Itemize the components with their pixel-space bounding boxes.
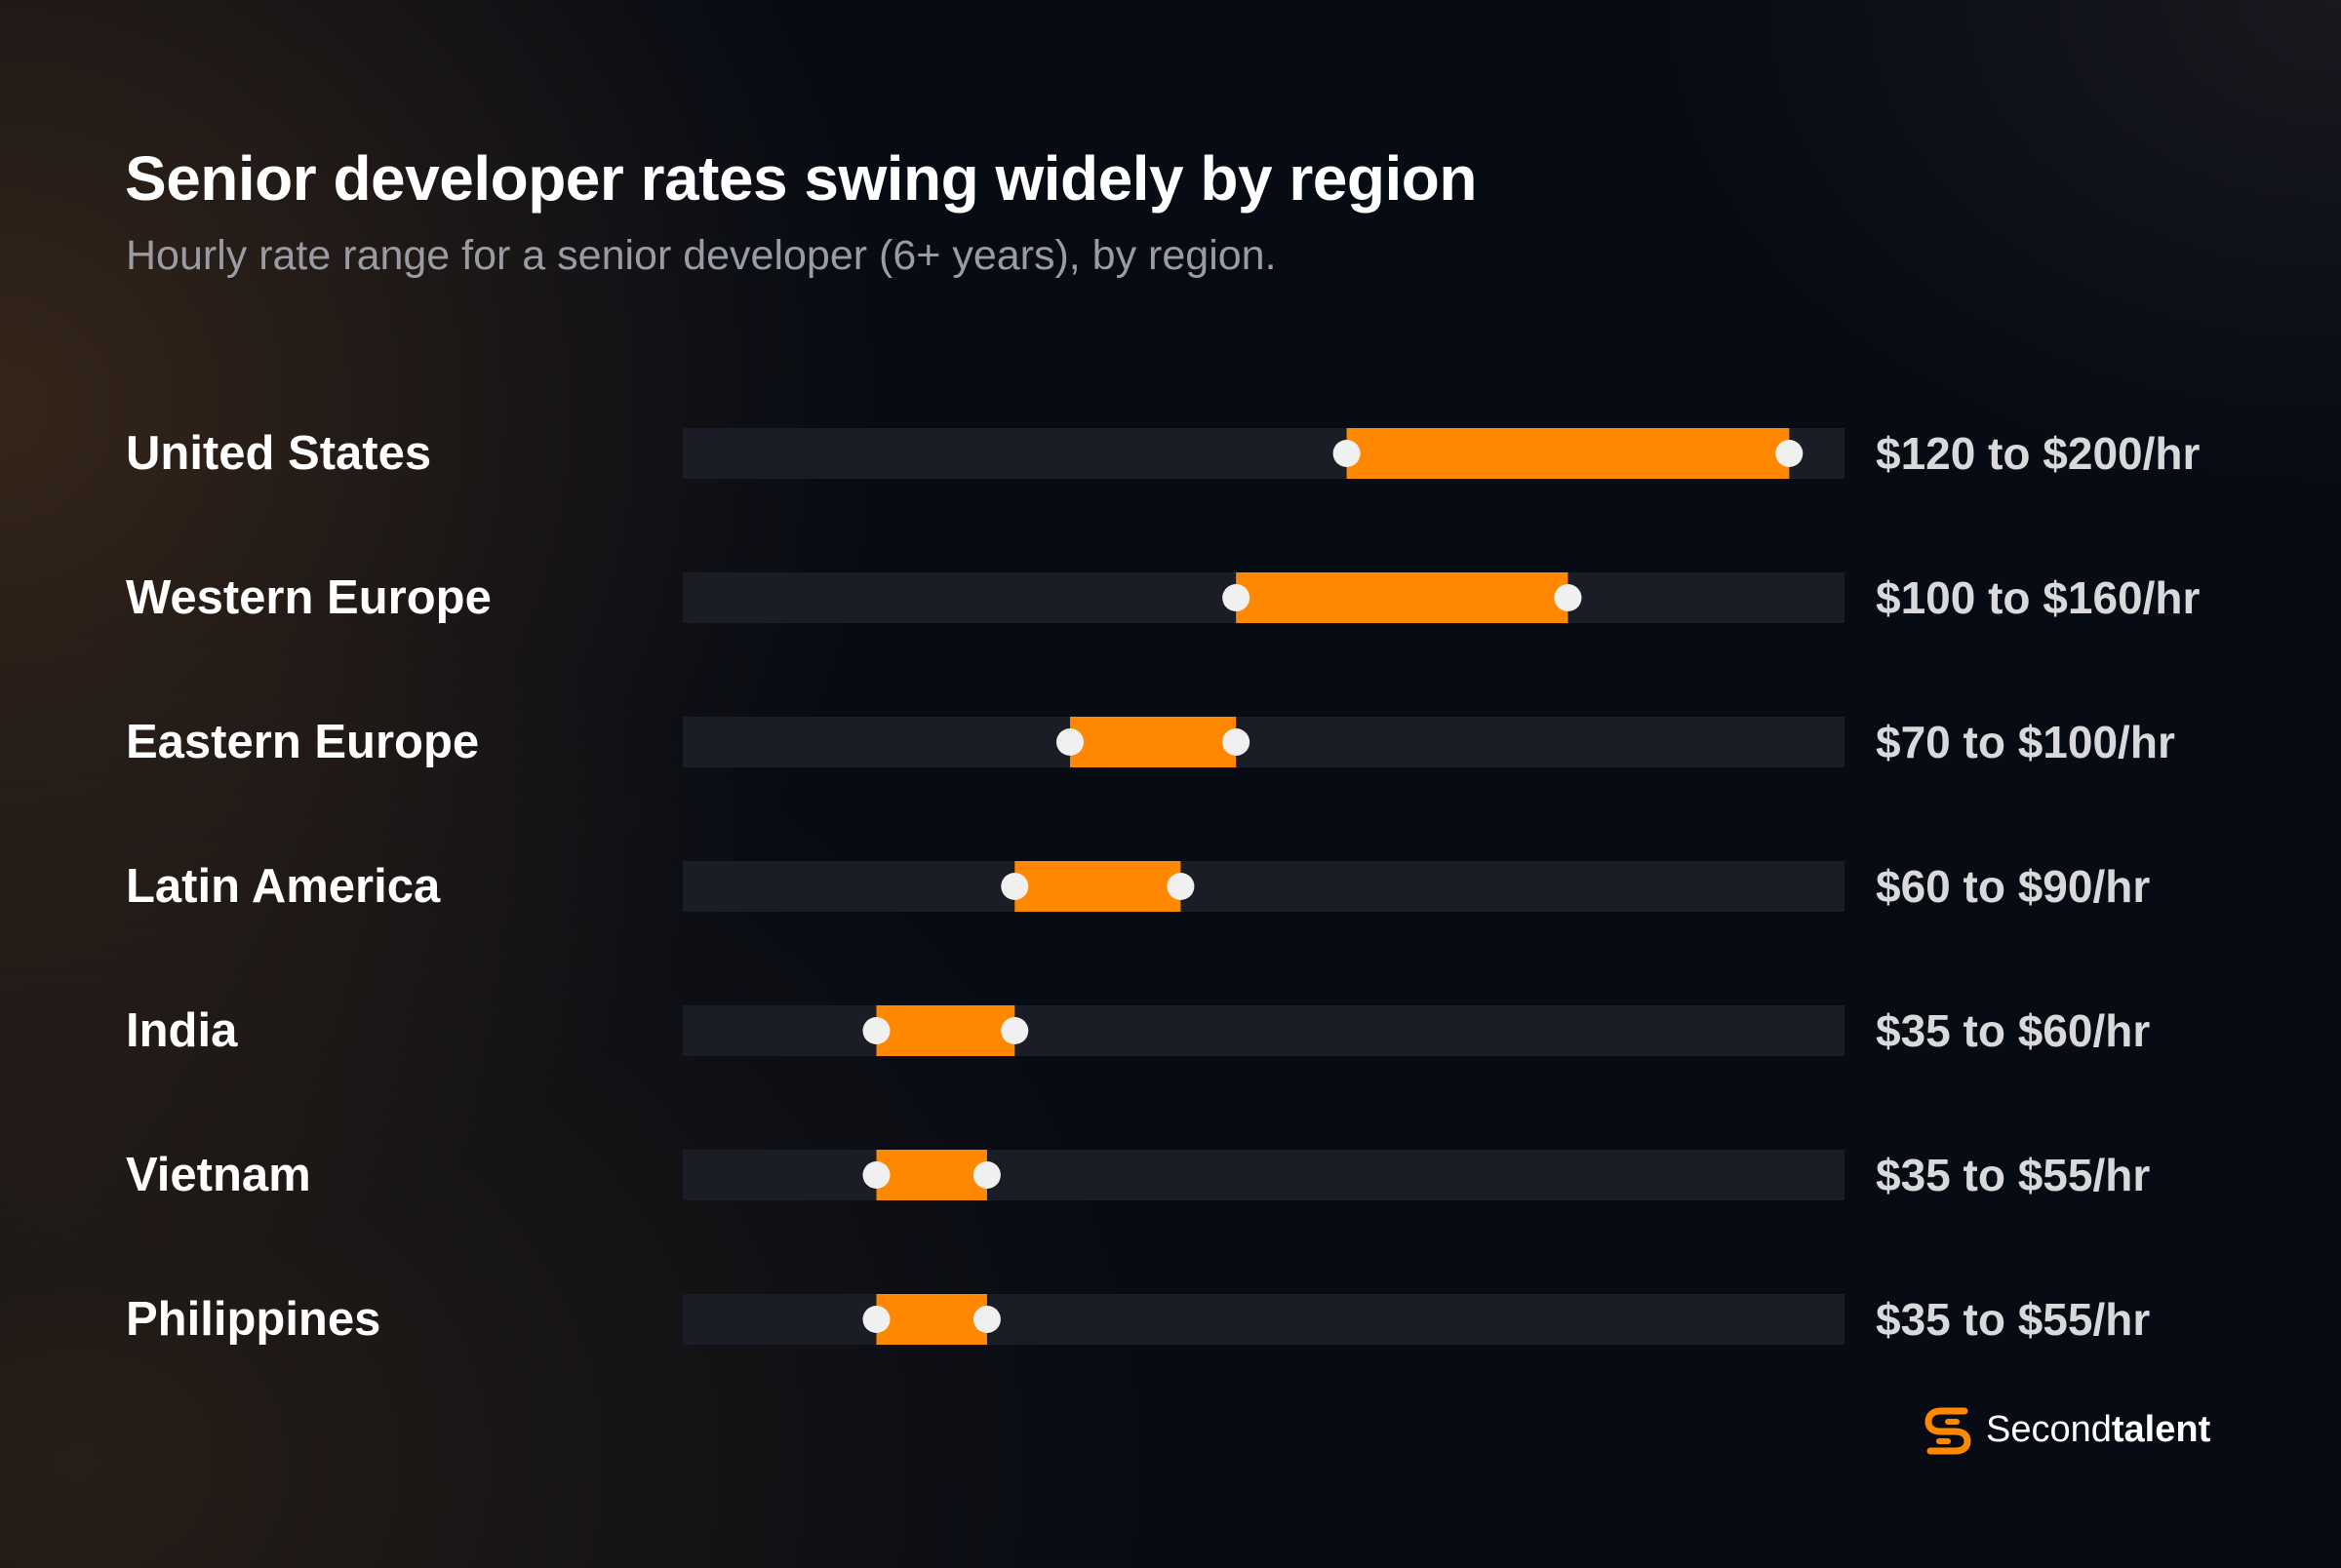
range-low-point bbox=[1001, 873, 1029, 900]
range-value-label: $35 to $55/hr bbox=[1876, 1294, 2150, 1345]
range-track bbox=[683, 1294, 1845, 1345]
region-label: Western Europe bbox=[126, 571, 492, 624]
range-bar bbox=[1070, 717, 1237, 767]
region-label: India bbox=[126, 1004, 238, 1057]
region-label: United States bbox=[126, 427, 431, 480]
range-value-label: $70 to $100/hr bbox=[1876, 717, 2175, 767]
range-row: United States $120 to $200/hr bbox=[126, 427, 2201, 480]
range-track bbox=[683, 717, 1845, 767]
range-track bbox=[683, 1005, 1845, 1056]
region-label: Vietnam bbox=[126, 1149, 311, 1201]
range-low-point bbox=[862, 1306, 891, 1333]
range-value-label: $120 to $200/hr bbox=[1876, 428, 2201, 479]
range-bar bbox=[876, 1005, 1015, 1056]
brand-name-regular: Second bbox=[1986, 1408, 2112, 1450]
range-value-label: $100 to $160/hr bbox=[1876, 572, 2201, 623]
range-low-point bbox=[1056, 728, 1084, 756]
range-high-point bbox=[1775, 440, 1804, 467]
brand-name-bold: talent bbox=[2111, 1408, 2211, 1450]
range-low-point bbox=[1332, 440, 1361, 467]
range-low-point bbox=[862, 1161, 891, 1189]
range-row: Eastern Europe $70 to $100/hr bbox=[126, 716, 2175, 768]
range-row: Western Europe $100 to $160/hr bbox=[126, 571, 2201, 624]
region-label: Latin America bbox=[126, 860, 441, 913]
range-value-label: $60 to $90/hr bbox=[1876, 861, 2150, 912]
range-track bbox=[683, 1150, 1845, 1200]
brand-name: Secondtalent bbox=[1986, 1409, 2210, 1451]
range-low-point bbox=[862, 1017, 891, 1044]
range-row: Latin America $60 to $90/hr bbox=[126, 860, 2150, 913]
range-track bbox=[683, 861, 1845, 912]
range-bar bbox=[1014, 861, 1181, 912]
range-low-point bbox=[1222, 584, 1250, 611]
range-row: Philippines $35 to $55/hr bbox=[126, 1293, 2150, 1346]
range-high-point bbox=[1222, 728, 1250, 756]
range-value-label: $35 to $55/hr bbox=[1876, 1150, 2150, 1200]
range-bar bbox=[876, 1150, 987, 1200]
range-bar bbox=[1346, 428, 1790, 479]
range-bar bbox=[1236, 572, 1568, 623]
range-value-label: $35 to $60/hr bbox=[1876, 1005, 2150, 1056]
range-high-point bbox=[972, 1306, 1001, 1333]
range-bar bbox=[876, 1294, 987, 1345]
range-row: Vietnam $35 to $55/hr bbox=[126, 1149, 2150, 1201]
range-high-point bbox=[1167, 873, 1195, 900]
range-high-point bbox=[1001, 1017, 1029, 1044]
chart-title: Senior developer rates swing widely by r… bbox=[125, 143, 1477, 214]
brand-logo: Secondtalent bbox=[1922, 1402, 2210, 1457]
range-high-point bbox=[972, 1161, 1001, 1189]
range-row: India $35 to $60/hr bbox=[126, 1004, 2150, 1057]
range-high-point bbox=[1554, 584, 1582, 611]
region-label: Eastern Europe bbox=[126, 716, 479, 768]
region-label: Philippines bbox=[126, 1293, 380, 1346]
chart-subtitle: Hourly rate range for a senior developer… bbox=[126, 232, 1277, 279]
secondtalent-logo-icon bbox=[1924, 1407, 1971, 1455]
